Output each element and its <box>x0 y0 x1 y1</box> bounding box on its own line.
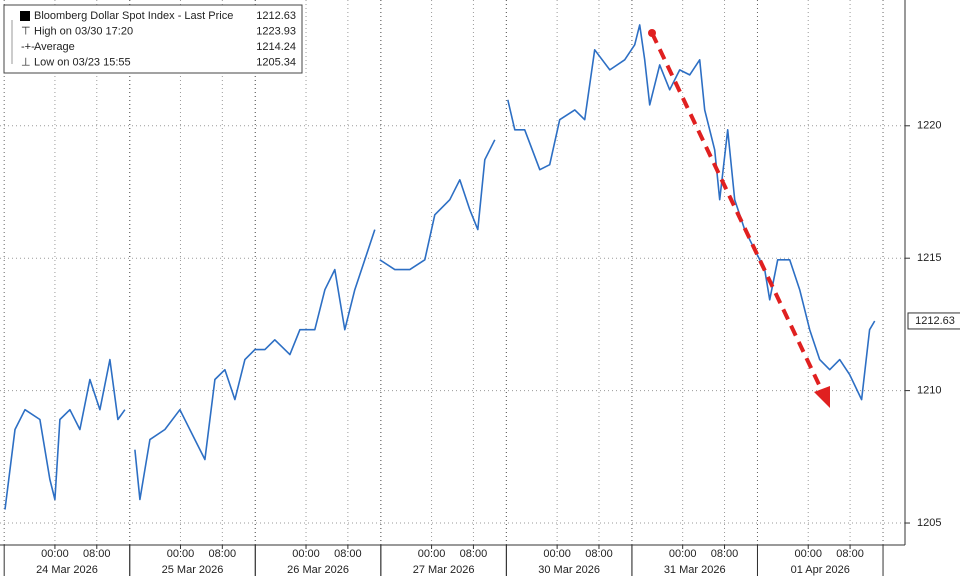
legend: Bloomberg Dollar Spot Index - Last Price… <box>3 4 303 74</box>
last-price-tag: 1212.63 <box>915 315 955 327</box>
legend-icon: ⊤ <box>21 25 31 37</box>
legend-label: Bloomberg Dollar Spot Index - Last Price <box>34 10 233 22</box>
x-tick-label: 08:00 <box>460 548 488 560</box>
y-tick-label: 1215 <box>917 252 941 264</box>
x-tick-label: 00:00 <box>418 548 446 560</box>
x-group-label: 01 Apr 2026 <box>791 564 850 576</box>
trend-arrow-start <box>648 29 656 37</box>
x-tick-label: 08:00 <box>711 548 739 560</box>
last-price-tag-box <box>907 312 960 330</box>
legend-value: 1223.93 <box>256 25 296 37</box>
y-tick-label: 1205 <box>917 517 941 529</box>
legend-value: 1214.24 <box>256 41 296 53</box>
data-layer <box>4 24 876 510</box>
trend-arrow-line <box>650 32 825 394</box>
x-tick-label: 08:00 <box>209 548 237 560</box>
x-group-label: 27 Mar 2026 <box>413 564 475 576</box>
trend-arrow <box>648 29 830 408</box>
x-group-label: 30 Mar 2026 <box>538 564 600 576</box>
x-tick-label: 08:00 <box>334 548 362 560</box>
x-tick-label: 00:00 <box>167 548 195 560</box>
x-tick-label: 08:00 <box>83 548 111 560</box>
x-tick-label: 00:00 <box>292 548 320 560</box>
x-tick-label: 08:00 <box>836 548 864 560</box>
legend-icon: ⊥ <box>21 56 31 68</box>
legend-label: High on 03/30 17:20 <box>34 25 133 37</box>
legend-swatch <box>20 11 30 21</box>
y-tick-label: 1220 <box>917 120 941 132</box>
legend-box <box>3 4 303 74</box>
grid-layer <box>0 0 905 545</box>
x-group-label: 24 Mar 2026 <box>36 564 98 576</box>
x-tick-label: 00:00 <box>669 548 697 560</box>
legend-label: Average <box>34 41 75 53</box>
x-tick-label: 08:00 <box>585 548 613 560</box>
legend-value: 1205.34 <box>256 56 296 68</box>
trend-arrow-head <box>814 386 830 408</box>
x-group-label: 31 Mar 2026 <box>664 564 726 576</box>
y-tick-label: 1210 <box>917 385 941 397</box>
x-group-label: 26 Mar 2026 <box>287 564 349 576</box>
legend-icon: -+- <box>21 41 35 53</box>
x-tick-label: 00:00 <box>543 548 571 560</box>
price-line <box>4 24 876 510</box>
x-group-label: 25 Mar 2026 <box>162 564 224 576</box>
legend-value: 1212.63 <box>256 10 296 22</box>
x-tick-label: 00:00 <box>41 548 69 560</box>
x-tick-label: 00:00 <box>794 548 822 560</box>
legend-label: Low on 03/23 15:55 <box>34 56 131 68</box>
